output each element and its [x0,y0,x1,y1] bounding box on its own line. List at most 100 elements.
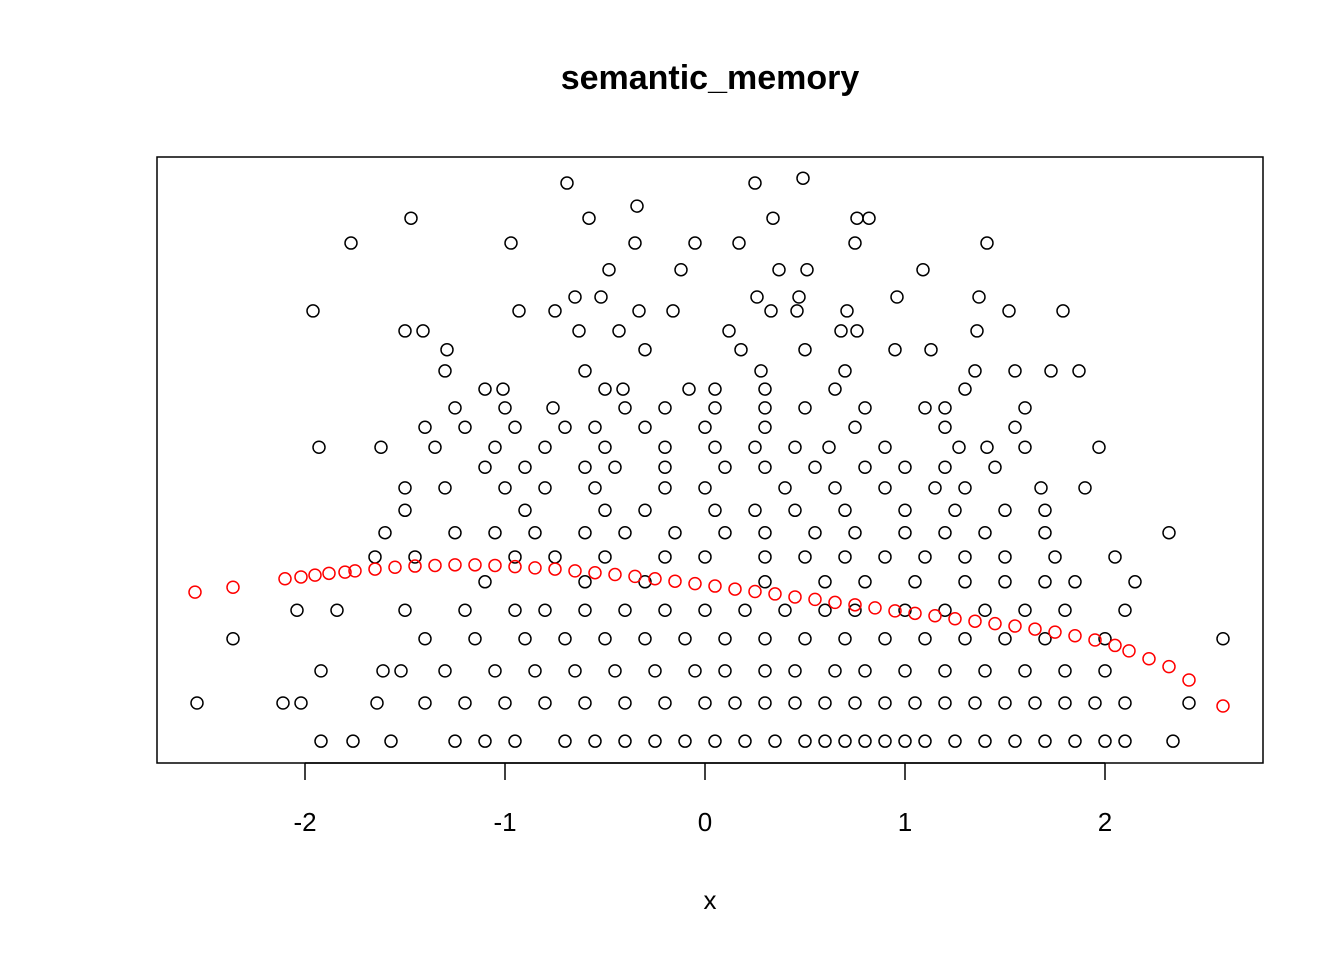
x-axis-label: x [704,885,717,915]
point [808,460,822,475]
point [618,603,632,618]
point [578,525,592,540]
point [188,585,202,599]
point [588,481,602,495]
point [1038,525,1052,540]
point [568,664,582,678]
point [588,565,602,580]
point [528,561,542,575]
point [918,401,932,415]
point [598,550,612,564]
point [818,575,832,589]
point [970,324,984,338]
point [488,525,502,540]
point [796,171,810,185]
point [792,290,806,304]
point [468,558,482,572]
point [1118,734,1132,748]
point [980,236,994,250]
point [678,734,692,748]
point [828,481,842,495]
point [968,364,982,378]
chart-title: semantic_memory [561,59,860,97]
point [330,603,344,618]
point [952,440,966,455]
point [478,460,492,475]
point [948,734,962,748]
point [858,575,872,589]
point [968,696,982,710]
point [878,550,892,564]
point [898,603,912,618]
point [588,420,602,435]
point [908,696,922,710]
point [190,696,204,710]
point [978,603,992,618]
point [828,382,842,396]
point [668,574,682,588]
point [612,324,626,338]
point [758,575,772,589]
point [594,290,608,304]
point [918,550,932,564]
point [958,481,972,495]
point [748,584,762,599]
point [978,525,992,540]
point [738,603,752,618]
point [398,481,412,495]
point [1018,664,1032,678]
point [1034,481,1048,495]
point [998,696,1012,710]
point [1056,304,1070,318]
point [838,364,852,378]
point [1018,440,1032,455]
point [958,550,972,564]
point [838,734,852,748]
point [688,576,702,591]
point [1008,734,1022,748]
point [848,525,862,540]
point [818,734,832,748]
point [638,420,652,435]
point [998,503,1012,518]
point [588,734,602,748]
point [638,575,652,589]
point [374,440,388,455]
point [938,664,952,678]
point [478,575,492,589]
point [404,211,418,225]
point [448,558,462,572]
point [980,440,994,455]
point [798,632,812,646]
point [1098,664,1112,678]
point [478,382,492,396]
point [598,382,612,396]
point [1018,603,1032,618]
point [648,734,662,748]
point [628,569,642,584]
point [658,460,672,475]
point [1008,420,1022,435]
point [754,364,768,378]
point [578,460,592,475]
point [1122,644,1136,658]
point [734,342,748,357]
point [322,566,336,581]
point [1142,652,1156,666]
point [378,525,392,540]
point [818,696,832,710]
x-tick-label: 0 [698,807,712,837]
point [688,664,702,678]
point [560,176,574,190]
point [398,503,412,518]
point [778,603,792,618]
point [448,734,462,748]
point [938,401,952,415]
point [314,734,328,748]
point [1068,575,1082,589]
point [798,734,812,748]
point [1216,632,1230,646]
point [790,304,804,318]
point [848,598,862,612]
